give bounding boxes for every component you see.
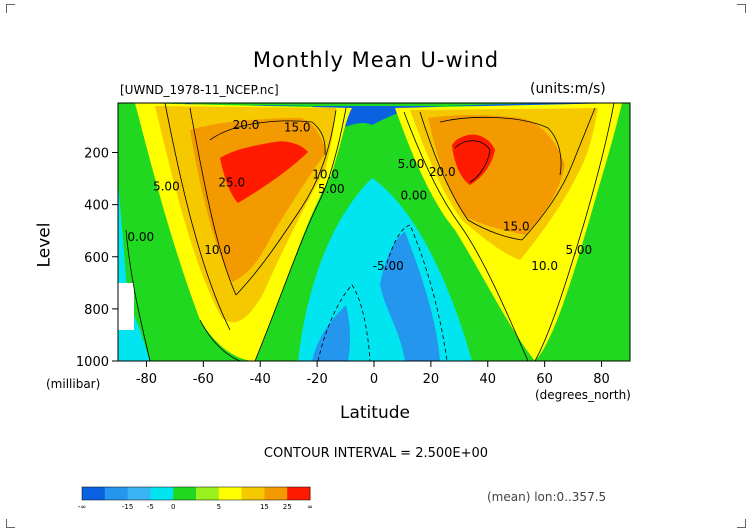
colorbar-swatch xyxy=(218,487,243,500)
contour-label: -5.00 xyxy=(373,259,404,273)
colorbar-swatch xyxy=(150,487,174,500)
colorbar-label: -∞ xyxy=(78,503,86,511)
contour-label: 0.00 xyxy=(127,230,154,244)
x-axis-label: Latitude xyxy=(340,403,410,423)
contour-label: 5.00 xyxy=(565,243,592,257)
negative-contour-line xyxy=(317,284,371,362)
colorbar-label: ∞ xyxy=(307,503,313,511)
units-label: (units:m/s) xyxy=(530,81,606,97)
x-axis-ticks: -80 -60 -40 -20 0 20 40 60 80 xyxy=(136,361,610,387)
contour-labels: 20.0 15.025.010.05.005.000.0010.05.000.00… xyxy=(127,118,592,273)
negative-contour-lines xyxy=(317,224,448,362)
contour-label: 5.00 xyxy=(398,157,425,171)
colorbar-label: 0 xyxy=(171,503,175,511)
contour-label: 20.0 xyxy=(233,118,260,132)
contour-line xyxy=(403,111,529,362)
contour-line xyxy=(189,107,237,296)
y-axis-ticks: 200 400 600 800 1000 xyxy=(76,147,118,370)
contour-label: 20.0 xyxy=(429,165,456,179)
frame-corner-top-left xyxy=(6,4,15,13)
contour-line xyxy=(521,107,596,241)
x-tick-label: 40 xyxy=(480,372,497,387)
x-tick-label: 60 xyxy=(536,372,553,387)
field-red-sh xyxy=(220,141,308,203)
contour-label: 10.0 xyxy=(312,168,339,182)
dataset-filename: [UWND_1978-11_NCEP.nc] xyxy=(120,83,279,97)
contour-label: 15.0 xyxy=(284,121,311,135)
field-blue-nh xyxy=(380,232,440,361)
contour-line xyxy=(199,319,241,362)
contour-line xyxy=(439,116,562,176)
colorbar-label: -5 xyxy=(147,503,154,511)
contour-line xyxy=(125,229,151,362)
contour-lines xyxy=(125,102,615,362)
y-tick-label: 400 xyxy=(84,199,109,214)
contour-line xyxy=(454,140,491,183)
contour-label: 5.00 xyxy=(318,182,345,196)
contour-line xyxy=(164,102,231,331)
x-tick-label: -60 xyxy=(193,372,214,387)
y-axis-unit: (millibar) xyxy=(46,377,101,391)
x-axis-unit: (degrees_north) xyxy=(535,388,631,402)
field-missing-data xyxy=(118,283,134,330)
frame-corner-top-right xyxy=(737,4,746,13)
frame-corner-bottom-left xyxy=(6,519,15,528)
contour-line xyxy=(235,109,337,296)
colorbar-swatch xyxy=(82,487,106,500)
averaging-note: (mean) lon:0..357.5 xyxy=(487,490,607,504)
colorbar-label: 25 xyxy=(283,503,292,511)
colorbar-swatch xyxy=(173,487,197,500)
colorbar-swatch xyxy=(241,487,265,500)
colorbar-label: 5 xyxy=(217,503,221,511)
colorbar: -∞ -15 -5 0 5 15 25 ∞ xyxy=(78,486,313,511)
colorbar-swatch xyxy=(264,487,288,500)
colorbar-swatch xyxy=(127,487,151,500)
contour-label: 10.0 xyxy=(531,259,558,273)
x-tick-label: -20 xyxy=(306,372,327,387)
y-tick-label: 800 xyxy=(84,303,109,318)
frame-corner-bottom-right xyxy=(737,519,746,528)
contour-label: 10.0 xyxy=(204,243,231,257)
x-tick-label: 80 xyxy=(593,372,610,387)
x-tick-label: -40 xyxy=(250,372,271,387)
chart-title: Monthly Mean U-wind xyxy=(252,48,500,72)
colorbar-swatch xyxy=(196,487,220,500)
x-tick-label: 20 xyxy=(423,372,440,387)
field-red-nh xyxy=(452,134,495,185)
y-tick-label: 200 xyxy=(84,147,109,162)
contour-label: 5.00 xyxy=(153,179,180,193)
x-tick-label: 0 xyxy=(370,372,378,387)
contour-label: 25.0 xyxy=(218,175,245,189)
colorbar-swatch xyxy=(287,487,311,500)
contour-interval-note: CONTOUR INTERVAL = 2.500E+00 xyxy=(263,446,489,461)
colorbar-label: -15 xyxy=(122,503,133,511)
colorbar-label: 15 xyxy=(260,503,269,511)
contour-line xyxy=(209,120,326,156)
colorbar-swatch xyxy=(104,487,129,500)
y-tick-label: 600 xyxy=(84,251,109,266)
y-tick-label: 1000 xyxy=(76,355,109,370)
contour-line xyxy=(419,111,523,241)
contour-line xyxy=(534,102,615,362)
negative-contour-line xyxy=(384,224,448,362)
contour-line xyxy=(254,107,347,362)
contour-label: 0.00 xyxy=(400,188,427,202)
x-tick-label: -80 xyxy=(136,372,157,387)
contour-label: 15.0 xyxy=(503,220,530,234)
plot-area xyxy=(118,102,630,362)
colorbar-frame xyxy=(81,486,311,501)
